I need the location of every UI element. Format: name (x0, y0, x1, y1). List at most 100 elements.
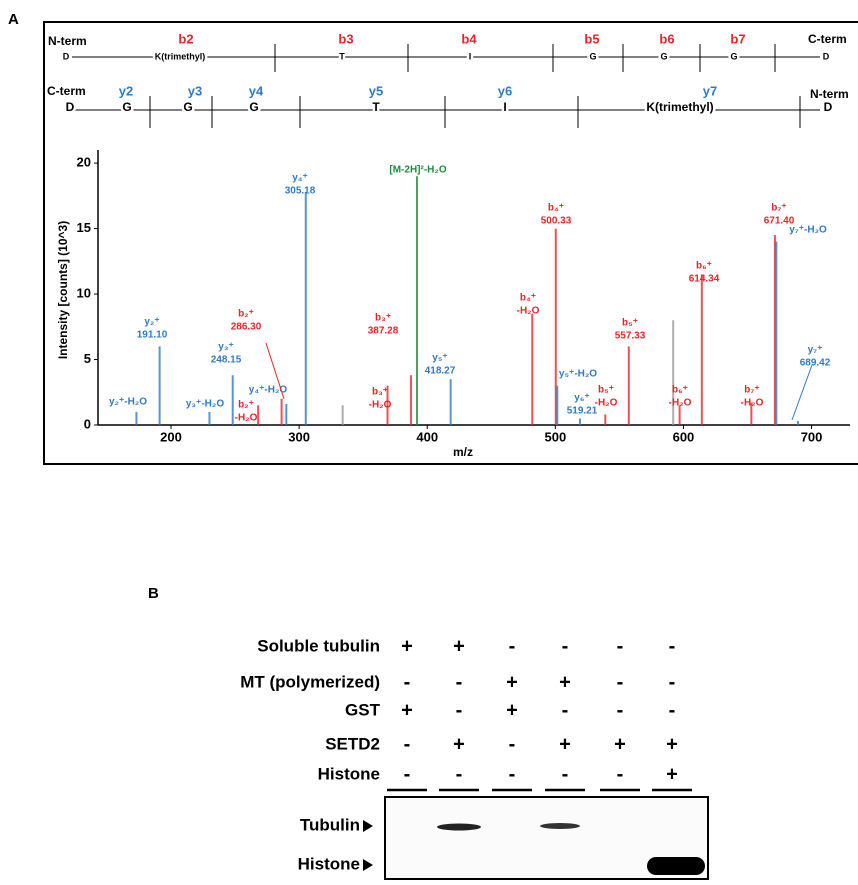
condition-label: SETD2 (325, 734, 380, 753)
y-axis-label: Intensity [counts] (10^3) (56, 221, 70, 359)
ion-label: b5 (584, 31, 599, 46)
condition-sign: - (669, 635, 676, 657)
condition-sign: + (559, 671, 571, 693)
ion-label: y4 (249, 83, 264, 98)
condition-sign: + (666, 733, 678, 755)
terminus-label: C-term (47, 84, 86, 98)
residue: I (503, 100, 506, 114)
ion-label: y6 (498, 83, 512, 98)
ion-label: y2 (119, 83, 133, 98)
residue: D (63, 51, 70, 61)
peak-label: b₆⁺ (672, 385, 688, 396)
condition-label: MT (polymerized) (240, 672, 380, 691)
peak-mass-label: 286.30 (231, 322, 262, 333)
peak-mass-label: 418.27 (425, 366, 456, 377)
residue: D (823, 51, 830, 61)
condition-sign: - (562, 635, 569, 657)
peak-label: b₂⁺ (238, 400, 254, 411)
x-tick-label: 200 (160, 429, 182, 444)
peak-mass-label: 191.10 (137, 330, 168, 341)
peak-mass-label: 305.18 (285, 186, 316, 197)
peak-label: -H₂O (595, 398, 618, 409)
panel-label: A (8, 11, 19, 28)
condition-sign: - (509, 733, 516, 755)
condition-sign: - (669, 699, 676, 721)
condition-sign: - (617, 635, 624, 657)
peak-label: [M-2H]²-H₂O (389, 165, 446, 176)
ion-label: b4 (461, 31, 477, 46)
peak-label: b₇⁺ (744, 385, 759, 396)
peak-label: y₇⁺-H₂O (789, 225, 827, 236)
condition-sign: - (669, 671, 676, 693)
peak-mass-label: 519.21 (567, 406, 598, 417)
residue: G (183, 100, 192, 114)
peak-label: b₆⁺ (696, 261, 712, 272)
x-tick-label: 400 (416, 429, 438, 444)
histone-band (647, 857, 705, 875)
peak-mass-label: 248.15 (211, 355, 242, 366)
figure: A B m/z Intensity [counts] (10^3) N-term… (0, 0, 858, 885)
condition-sign: - (562, 763, 569, 785)
peak-label: y₄⁺ (292, 173, 308, 184)
condition-sign: + (559, 733, 571, 755)
peak-label: b₄⁺ (520, 293, 536, 304)
condition-sign: - (617, 763, 624, 785)
x-tick-label: 600 (673, 429, 695, 444)
band-arrow (363, 859, 373, 871)
residue: D (824, 100, 833, 114)
condition-sign: - (456, 671, 463, 693)
x-tick-label: 300 (288, 429, 310, 444)
peak-label: y₆⁺ (574, 393, 589, 404)
peak-label: -H₂O (369, 400, 392, 411)
residue: D (66, 100, 75, 114)
y-tick-label: 15 (77, 220, 91, 235)
condition-label: GST (345, 700, 381, 719)
condition-sign: - (509, 635, 516, 657)
peak-label: y₇⁺ (808, 345, 823, 356)
condition-sign: + (453, 733, 465, 755)
residue: G (122, 100, 131, 114)
tubulin-band (437, 824, 481, 831)
band-arrow (363, 820, 373, 832)
ion-label: y5 (369, 83, 383, 98)
ion-label: y3 (188, 83, 202, 98)
condition-sign: - (404, 671, 411, 693)
condition-sign: + (614, 733, 626, 755)
y-tick-label: 0 (84, 416, 91, 431)
residue: G (660, 51, 667, 61)
condition-sign: - (617, 671, 624, 693)
ion-label: b7 (730, 31, 745, 46)
peak-mass-label: 557.33 (615, 331, 646, 342)
condition-sign: - (617, 699, 624, 721)
condition-sign: + (506, 699, 518, 721)
residue: T (339, 51, 345, 61)
peak-label: y₂⁺-H₂O (109, 397, 147, 408)
condition-sign: + (453, 635, 465, 657)
ion-label: b3 (338, 31, 353, 46)
residue: I (469, 51, 472, 61)
peak-mass-label: 614.34 (689, 274, 720, 285)
peak-mass-label: 387.28 (368, 326, 399, 337)
condition-sign: + (401, 635, 413, 657)
residue: G (249, 100, 258, 114)
peak-label: b₅⁺ (598, 385, 614, 396)
peak-label: -H₂O (235, 413, 258, 424)
peak-label: b₃⁺ (372, 387, 388, 398)
peak-label: y₅⁺-H₂O (559, 369, 597, 380)
band-label: Histone (298, 854, 360, 873)
condition-label: Soluble tubulin (257, 636, 380, 655)
leader (792, 365, 812, 420)
residue: G (730, 51, 737, 61)
condition-sign: + (401, 699, 413, 721)
x-tick-label: 500 (544, 429, 566, 444)
y-tick-label: 10 (77, 285, 91, 300)
peak-label: y₃⁺-H₂O (186, 399, 224, 410)
y-tick-label: 5 (84, 351, 91, 366)
peak-label: -H₂O (669, 398, 692, 409)
peak-label: y₅⁺ (432, 353, 447, 364)
ion-label: y7 (703, 83, 717, 98)
condition-sign: - (509, 763, 516, 785)
condition-sign: - (404, 763, 411, 785)
terminus-label: C-term (808, 32, 847, 46)
terminus-label: N-term (810, 87, 849, 101)
